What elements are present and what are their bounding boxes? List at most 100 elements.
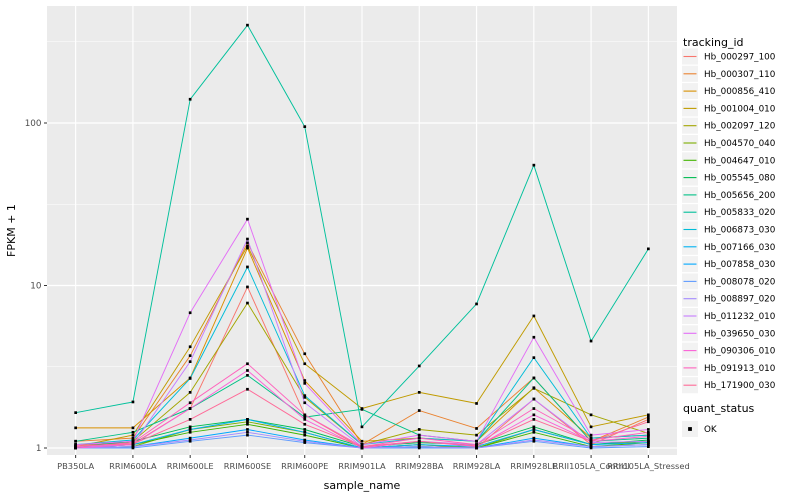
data-point: [246, 265, 249, 269]
data-point: [188, 345, 192, 349]
legend-item-label: Hb_007166_030: [704, 243, 776, 253]
data-point: [360, 445, 364, 448]
data-point: [131, 426, 135, 430]
legend-item-label: Hb_001004_010: [704, 104, 776, 114]
data-point: [589, 443, 593, 446]
data-point: [647, 428, 650, 431]
data-point: [647, 435, 650, 438]
data-point: [417, 436, 421, 440]
data-point: [647, 420, 650, 424]
data-point: [532, 425, 536, 429]
data-point: [417, 443, 421, 446]
data-point: [417, 439, 421, 443]
data-point: [246, 23, 249, 27]
data-point: [246, 418, 249, 421]
data-point: [532, 397, 536, 401]
legend-item-label: Hb_000297_100: [704, 53, 776, 63]
data-point: [589, 425, 593, 429]
data-point: [303, 352, 307, 356]
data-point: [532, 387, 536, 390]
data-point: [246, 237, 249, 241]
x-tick-label: RRIM600SE: [224, 461, 271, 471]
data-point: [532, 438, 536, 442]
x-tick-label: RRIM600LA: [109, 461, 157, 471]
data-point: [188, 360, 192, 363]
data-point: [532, 335, 536, 339]
legend-item-Hb_039650_030: Hb_039650_030: [682, 325, 776, 342]
legend-item-Hb_091913_010: Hb_091913_010: [682, 359, 776, 376]
data-point: [246, 428, 249, 431]
data-point: [303, 413, 307, 417]
data-point: [74, 443, 77, 446]
data-point: [417, 433, 421, 437]
data-point: [532, 430, 536, 434]
data-point: [303, 433, 307, 437]
data-point: [589, 413, 593, 417]
x-tick-label: PB350LA: [57, 461, 94, 471]
data-point: [246, 362, 249, 366]
data-point: [74, 426, 77, 430]
legend-item-Hb_000307_110: Hb_000307_110: [682, 65, 776, 82]
legend-item-Hb_000856_410: Hb_000856_410: [682, 83, 776, 100]
data-point: [131, 442, 135, 446]
data-point: [532, 428, 536, 431]
x-tick-label: RRIM901LA: [338, 461, 386, 471]
data-point: [475, 433, 478, 437]
x-tick-label: RRII105LA_Stressed: [607, 461, 690, 471]
data-point: [647, 439, 650, 443]
x-tick-label: RRII105LA_Control: [553, 461, 630, 471]
x-tick-label: RRIM928LE: [510, 461, 557, 471]
legend-item-Hb_004570_040: Hb_004570_040: [682, 135, 776, 151]
data-point: [647, 436, 650, 440]
x-axis-title: sample_name: [324, 479, 401, 492]
data-point: [188, 436, 192, 440]
data-point: [131, 445, 135, 448]
data-point: [589, 433, 593, 437]
y-tick-label: 100: [25, 119, 42, 129]
data-point: [647, 415, 650, 419]
legend-item-Hb_004647_010: Hb_004647_010: [682, 152, 776, 169]
legend-item-label: Hb_006873_030: [704, 226, 776, 236]
data-point: [246, 422, 249, 426]
data-point: [360, 439, 364, 443]
legend-title: tracking_id: [683, 36, 744, 49]
legend-item-label: Hb_171900_030: [704, 381, 776, 391]
x-tick-label: RRIM928LA: [453, 461, 501, 471]
legend-item-Hb_005833_020: Hb_005833_020: [682, 204, 776, 221]
data-point: [360, 443, 364, 446]
y-tick-label: 1: [36, 444, 42, 454]
legend-item-label: Hb_005545_080: [704, 174, 776, 184]
data-point: [246, 387, 249, 391]
data-point: [417, 445, 421, 448]
data-point: [131, 400, 135, 404]
data-point: [74, 411, 77, 414]
legend-item-Hb_001004_010: Hb_001004_010: [682, 100, 776, 117]
legend-item-Hb_011232_010: Hb_011232_010: [682, 308, 776, 324]
legend-item-label: Hb_008078_020: [704, 277, 776, 287]
data-point: [188, 354, 192, 357]
data-points: [74, 23, 650, 450]
x-tick-label: RRIM600PE: [281, 461, 328, 471]
data-point: [303, 428, 307, 431]
data-point: [417, 391, 421, 394]
data-point: [188, 97, 192, 101]
data-point: [131, 436, 135, 440]
legend-item-Hb_005545_080: Hb_005545_080: [682, 169, 776, 186]
data-point: [131, 430, 135, 434]
data-point: [303, 430, 307, 434]
legend-item-label: Hb_090306_010: [704, 347, 776, 357]
legend-item-Hb_008897_020: Hb_008897_020: [682, 290, 776, 307]
legend-item-label: Hb_004647_010: [704, 156, 776, 166]
data-point: [532, 376, 536, 380]
data-point: [188, 377, 192, 380]
y-tick-label: 10: [30, 282, 42, 292]
data-point: [74, 439, 77, 443]
data-point: [303, 401, 307, 405]
data-point: [303, 379, 307, 382]
data-point: [647, 418, 650, 421]
axis-ticks: [44, 122, 649, 458]
legend-item-Hb_171900_030: Hb_171900_030: [682, 377, 776, 394]
legend-item-Hb_000297_100: Hb_000297_100: [682, 48, 776, 65]
legend2-title: quant_status: [683, 402, 755, 415]
